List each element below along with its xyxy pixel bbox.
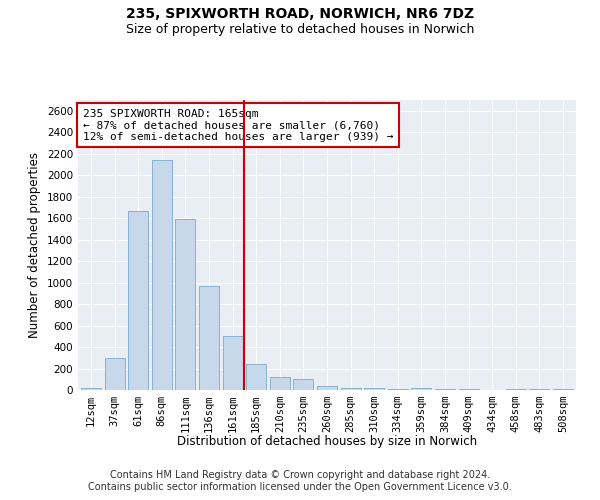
- Y-axis label: Number of detached properties: Number of detached properties: [28, 152, 41, 338]
- Bar: [81, 388, 101, 390]
- Bar: [152, 160, 172, 390]
- Text: 235 SPIXWORTH ROAD: 165sqm
← 87% of detached houses are smaller (6,760)
12% of s: 235 SPIXWORTH ROAD: 165sqm ← 87% of deta…: [83, 108, 394, 142]
- Bar: [223, 336, 242, 390]
- Bar: [270, 377, 290, 390]
- Text: Contains HM Land Registry data © Crown copyright and database right 2024.: Contains HM Land Registry data © Crown c…: [110, 470, 490, 480]
- Bar: [435, 389, 455, 390]
- Bar: [293, 380, 313, 390]
- Bar: [104, 358, 125, 390]
- Text: Distribution of detached houses by size in Norwich: Distribution of detached houses by size …: [177, 435, 477, 448]
- Bar: [246, 364, 266, 390]
- Bar: [199, 286, 219, 390]
- Text: Contains public sector information licensed under the Open Government Licence v3: Contains public sector information licen…: [88, 482, 512, 492]
- Bar: [341, 388, 361, 390]
- Bar: [128, 210, 148, 390]
- Bar: [364, 388, 384, 390]
- Text: Size of property relative to detached houses in Norwich: Size of property relative to detached ho…: [126, 22, 474, 36]
- Bar: [175, 218, 196, 390]
- Text: 235, SPIXWORTH ROAD, NORWICH, NR6 7DZ: 235, SPIXWORTH ROAD, NORWICH, NR6 7DZ: [126, 8, 474, 22]
- Bar: [317, 386, 337, 390]
- Bar: [412, 388, 431, 390]
